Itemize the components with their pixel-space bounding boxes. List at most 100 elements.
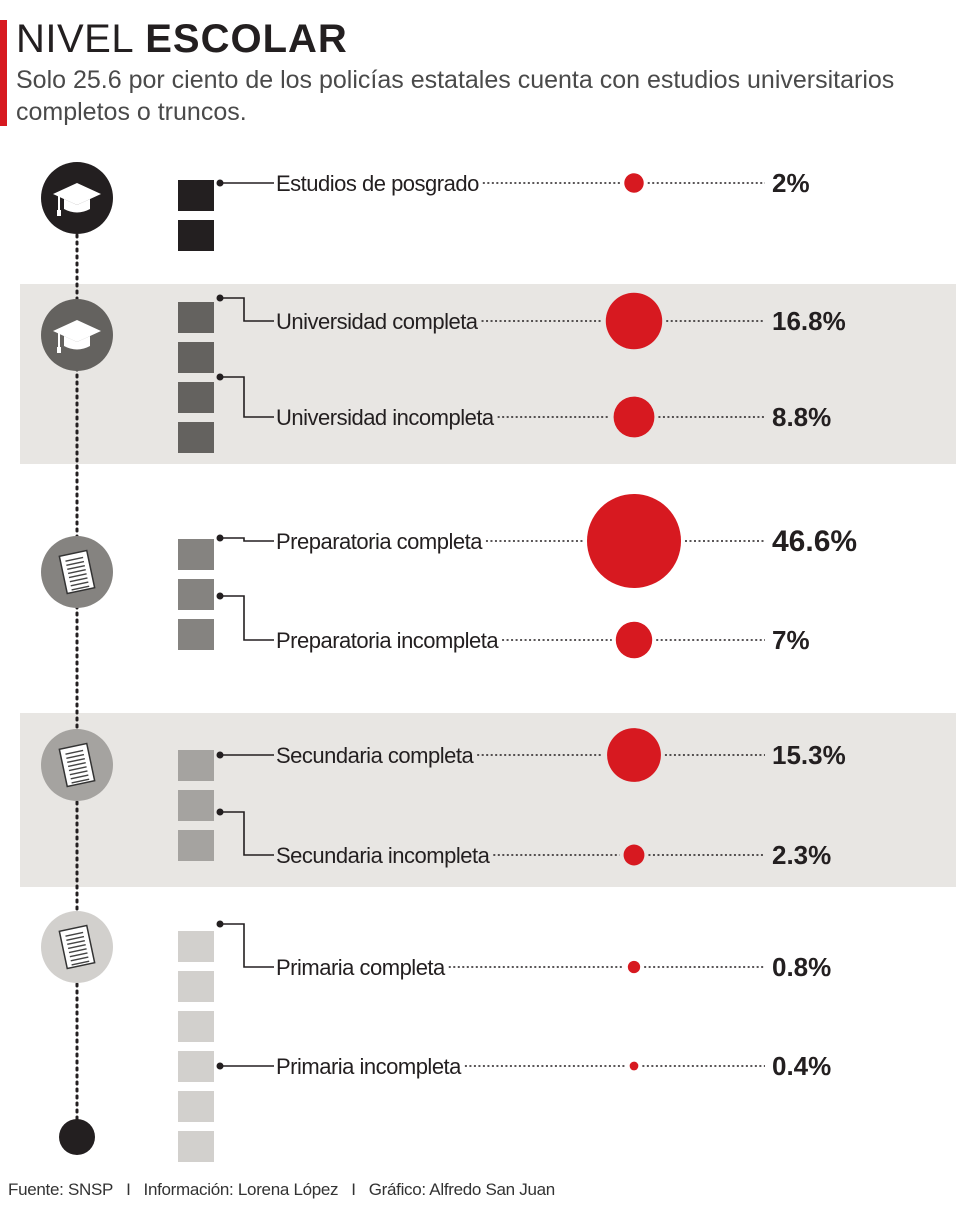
- timeline-end-dot: [59, 1119, 95, 1155]
- level-block: [178, 422, 214, 453]
- footer-source: Fuente: SNSP: [8, 1180, 114, 1199]
- level-block: [178, 1131, 214, 1162]
- document-icon: [41, 911, 113, 983]
- value-bubble: [587, 494, 681, 588]
- level-block: [178, 830, 214, 861]
- document-line: [71, 778, 90, 784]
- level-block: [178, 382, 214, 413]
- subtitle: Solo 25.6 por ciento de los policías est…: [16, 66, 895, 126]
- row-label: Primaria incompleta: [276, 1054, 462, 1079]
- document-line: [68, 766, 87, 772]
- document-line: [67, 564, 85, 571]
- value-bubble: [615, 621, 653, 659]
- level-block: [178, 971, 214, 1002]
- document-sheet: [58, 924, 96, 970]
- connector-line: [220, 297, 274, 322]
- value-bubble: [623, 844, 645, 866]
- connector-line: [220, 923, 274, 968]
- value-label: 15.3%: [772, 740, 846, 770]
- document-sheet: [58, 742, 96, 788]
- document-line: [66, 753, 85, 759]
- footer: Fuente: SNSP I Información: Lorena López I G…: [8, 1180, 555, 1200]
- connector-line: [220, 811, 274, 856]
- value-label: 46.6%: [772, 525, 857, 558]
- document-line: [65, 931, 84, 937]
- value-bubble: [624, 173, 644, 193]
- cap-base: [64, 336, 90, 350]
- level-block: [178, 1051, 214, 1082]
- value-bubble: [607, 728, 661, 782]
- cap-tassel-end: [57, 347, 61, 353]
- value-bubble: [605, 292, 663, 350]
- section-band-secundaria: [20, 713, 956, 887]
- row-label: Estudios de posgrado: [276, 171, 479, 196]
- level-block: [178, 302, 214, 333]
- accent-bar: [0, 20, 7, 126]
- document-line: [67, 757, 85, 764]
- document-line: [67, 939, 85, 946]
- row-label: Universidad completa: [276, 309, 479, 334]
- graduation-cap-icon: [41, 162, 113, 234]
- value-label: 2%: [772, 168, 810, 198]
- document-line: [68, 948, 87, 954]
- document-line: [70, 956, 89, 962]
- document-line: [65, 749, 84, 755]
- level-block: [178, 931, 214, 962]
- document-icon: [41, 729, 113, 801]
- row-label: Preparatoria incompleta: [276, 628, 499, 653]
- document-line: [69, 577, 88, 583]
- connector-line: [220, 376, 274, 418]
- value-label: 8.8%: [772, 402, 831, 432]
- level-block: [178, 750, 214, 781]
- value-label: 7%: [772, 625, 810, 655]
- footer-info: Información: Lorena López: [143, 1180, 339, 1199]
- row-label: Secundaria incompleta: [276, 843, 491, 868]
- connector-line: [220, 537, 274, 542]
- value-label: 0.8%: [772, 952, 831, 982]
- level-block: [178, 579, 214, 610]
- row-label: Preparatoria completa: [276, 529, 483, 554]
- value-label: 2.3%: [772, 840, 831, 870]
- document-line: [67, 944, 86, 950]
- document-line: [69, 770, 88, 776]
- value-bubble: [627, 960, 641, 974]
- level-block: [178, 220, 214, 251]
- document-line: [65, 556, 84, 562]
- document-line: [71, 960, 90, 966]
- document-line: [69, 952, 88, 958]
- value-label: 0.4%: [772, 1051, 831, 1081]
- graduation-cap-icon: [41, 299, 113, 371]
- document-icon: [41, 536, 113, 608]
- connector-line: [220, 595, 274, 641]
- level-block: [178, 790, 214, 821]
- cap-tassel-end: [57, 210, 61, 216]
- row-label: Primaria completa: [276, 955, 446, 980]
- level-block: [178, 1011, 214, 1042]
- level-block: [178, 180, 214, 211]
- document-line: [67, 762, 86, 768]
- level-block: [178, 1091, 214, 1122]
- value-bubble: [613, 396, 655, 438]
- title-light: NIVEL: [16, 17, 135, 61]
- document-line: [66, 560, 85, 566]
- footer-separator: I: [126, 1180, 131, 1199]
- footer-separator: I: [351, 1180, 356, 1199]
- section-band-universidad: [20, 284, 956, 464]
- value-label: 16.8%: [772, 306, 846, 336]
- page-title: NIVEL ESCOLAR: [16, 16, 348, 62]
- document-line: [70, 774, 89, 780]
- cap-base: [64, 199, 90, 213]
- document-line: [70, 581, 89, 587]
- row-label: Universidad incompleta: [276, 405, 495, 430]
- row-label: Secundaria completa: [276, 743, 474, 768]
- value-bubble: [629, 1061, 639, 1071]
- footer-graphic: Gráfico: Alfredo San Juan: [368, 1180, 556, 1199]
- document-sheet: [58, 549, 96, 595]
- level-block: [178, 342, 214, 373]
- level-block: [178, 619, 214, 650]
- document-line: [66, 935, 85, 941]
- document-line: [68, 573, 87, 579]
- document-line: [67, 569, 86, 575]
- document-line: [71, 585, 90, 591]
